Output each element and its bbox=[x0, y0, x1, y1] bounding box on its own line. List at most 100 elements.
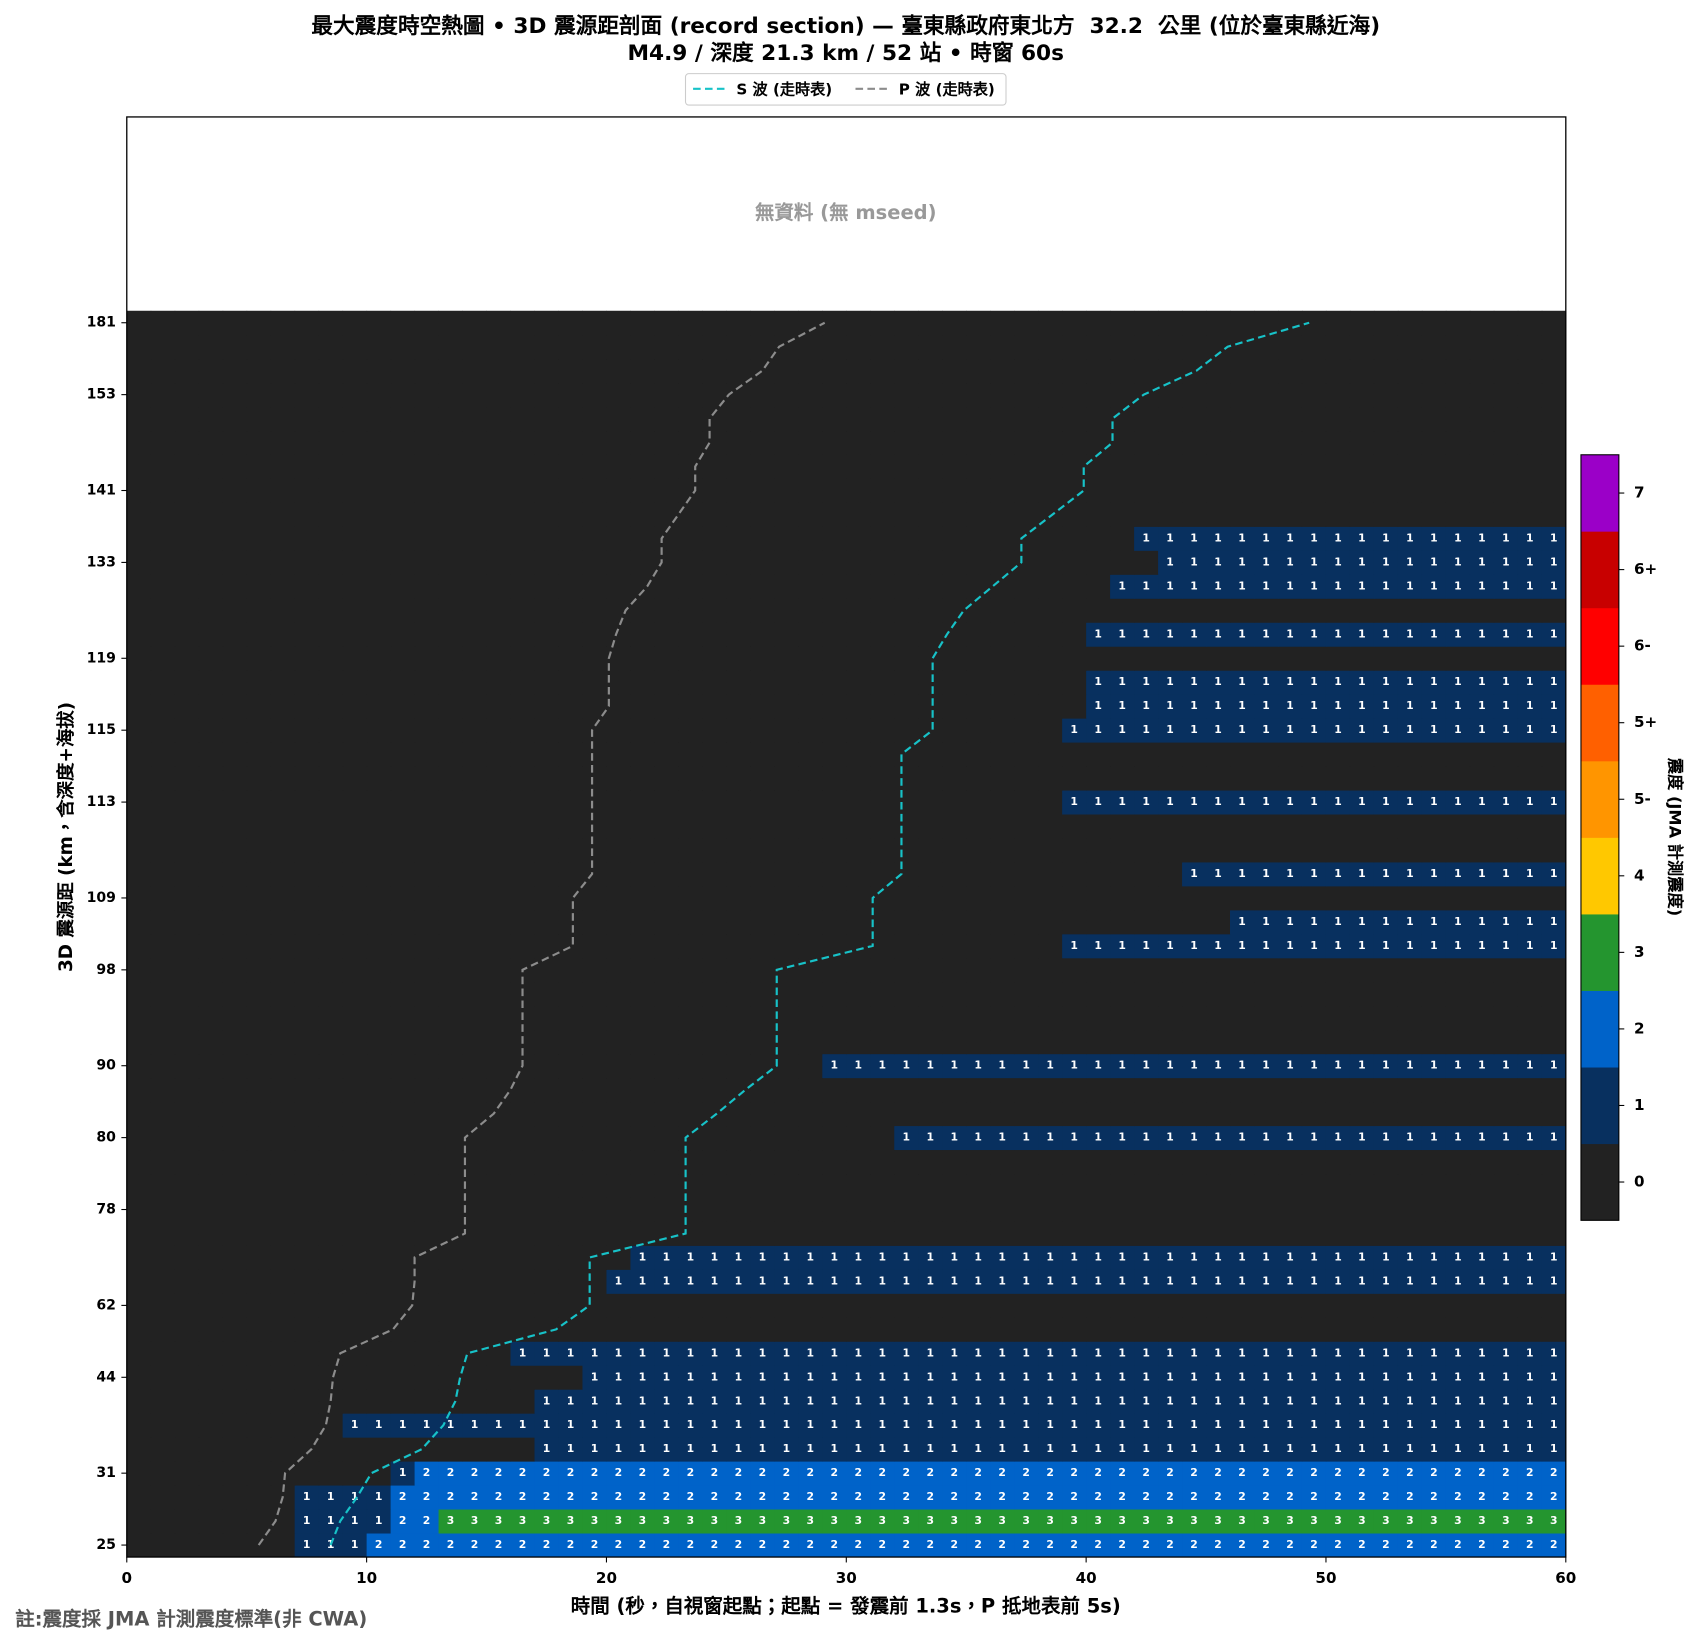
heat-cell bbox=[1014, 981, 1039, 1007]
heat-cell bbox=[1254, 1101, 1279, 1127]
heat-cell bbox=[1134, 1005, 1159, 1031]
heat-cell bbox=[726, 838, 751, 863]
heat-cell bbox=[1493, 766, 1519, 791]
heat-cell bbox=[246, 862, 272, 887]
heat-cell bbox=[558, 957, 583, 983]
heat-cell bbox=[990, 838, 1015, 863]
heat-cell bbox=[486, 981, 511, 1007]
cell-label: 1 bbox=[1118, 579, 1126, 592]
cell-label: 1 bbox=[1166, 1442, 1174, 1455]
heat-cell bbox=[750, 1221, 775, 1246]
y-tick-label: 80 bbox=[96, 1130, 116, 1146]
colorbar-frame bbox=[1580, 454, 1620, 1221]
heat-cell bbox=[702, 814, 727, 839]
cell-label: 1 bbox=[855, 1250, 863, 1263]
heat-cell bbox=[1110, 1461, 1135, 1486]
heat-cell bbox=[1062, 1437, 1087, 1462]
heat-cell bbox=[750, 550, 775, 575]
heat-cell bbox=[1421, 838, 1447, 863]
heat-cell bbox=[750, 430, 775, 455]
heat-cell bbox=[1349, 766, 1375, 791]
heat-cell bbox=[1230, 310, 1255, 336]
heat-cell bbox=[342, 1245, 368, 1270]
heat-cell bbox=[822, 646, 847, 671]
heat-cell bbox=[1421, 1125, 1447, 1151]
heat-cell bbox=[1421, 670, 1447, 695]
heat-cell bbox=[1230, 1413, 1255, 1438]
heat-cell bbox=[1397, 1269, 1423, 1294]
cell-label: 2 bbox=[399, 1490, 407, 1503]
heat-cell bbox=[174, 1149, 200, 1175]
heat-cell bbox=[1349, 526, 1375, 551]
heat-cell bbox=[822, 885, 847, 911]
heat-cell bbox=[534, 406, 559, 432]
heat-cell bbox=[1373, 1269, 1399, 1294]
cell-label: 1 bbox=[1406, 867, 1414, 880]
heat-cell bbox=[366, 1125, 392, 1151]
cell-label: 1 bbox=[1214, 1274, 1222, 1287]
cell-label: 1 bbox=[1454, 1394, 1462, 1407]
heat-cell bbox=[582, 814, 607, 839]
heat-cell bbox=[1445, 550, 1471, 575]
heat-cell bbox=[510, 1533, 535, 1558]
cell-label: 1 bbox=[1046, 1131, 1054, 1144]
heat-cell bbox=[1301, 406, 1327, 432]
cell-label: 2 bbox=[687, 1490, 695, 1503]
cell-label: 1 bbox=[1454, 579, 1462, 592]
heat-cell bbox=[1254, 502, 1279, 527]
heat-cell bbox=[1062, 1461, 1087, 1486]
heat-cell bbox=[270, 885, 296, 911]
heat-cell bbox=[1349, 310, 1375, 336]
heat-cell bbox=[534, 814, 559, 839]
heat-cell bbox=[702, 406, 727, 432]
heat-cell bbox=[1349, 1509, 1375, 1534]
heat-cell bbox=[510, 885, 535, 911]
heat-cell bbox=[1301, 838, 1327, 863]
heat-cell bbox=[846, 334, 871, 360]
heat-cell bbox=[1349, 694, 1375, 719]
heat-cell bbox=[1062, 1053, 1087, 1079]
heat-cell bbox=[270, 430, 296, 455]
cell-label: 1 bbox=[1358, 1131, 1366, 1144]
heat-cell bbox=[1349, 1029, 1375, 1055]
cell-label: 3 bbox=[1238, 1514, 1246, 1527]
heat-cell bbox=[1230, 1437, 1255, 1462]
cell-label: 1 bbox=[1478, 555, 1486, 568]
cell-label: 1 bbox=[1454, 795, 1462, 808]
cell-label: 1 bbox=[1358, 555, 1366, 568]
cell-label: 1 bbox=[1358, 1250, 1366, 1263]
heat-cell bbox=[150, 814, 176, 839]
cell-label: 1 bbox=[711, 1274, 719, 1287]
heat-cell bbox=[558, 622, 583, 647]
heat-cell bbox=[1397, 1485, 1423, 1510]
heat-cell bbox=[1254, 1197, 1279, 1222]
heat-cell bbox=[294, 814, 320, 839]
cell-label: 3 bbox=[1142, 1514, 1150, 1527]
heat-cell bbox=[1182, 526, 1207, 551]
heat-cell bbox=[1230, 1173, 1255, 1198]
cell-label: 1 bbox=[1478, 723, 1486, 736]
heat-cell bbox=[1445, 646, 1471, 671]
heat-cell bbox=[1421, 1533, 1447, 1558]
cell-label: 1 bbox=[495, 1418, 503, 1431]
heat-cell bbox=[1062, 358, 1087, 384]
heat-cell bbox=[870, 1485, 895, 1510]
heat-cell bbox=[1349, 502, 1375, 527]
heat-cell bbox=[294, 1485, 320, 1510]
heat-cell bbox=[366, 1149, 392, 1175]
cell-label: 2 bbox=[1070, 1490, 1078, 1503]
heat-cell bbox=[174, 1533, 200, 1558]
x-tick-label: 50 bbox=[1315, 1569, 1336, 1587]
heat-cell bbox=[702, 766, 727, 791]
heat-cell bbox=[534, 742, 559, 767]
heat-cell bbox=[750, 1245, 775, 1270]
heat-cell bbox=[702, 862, 727, 887]
heat-cell bbox=[1206, 1389, 1231, 1414]
heat-cell bbox=[1445, 1413, 1471, 1438]
heat-cell bbox=[222, 1029, 248, 1055]
heat-cell bbox=[414, 1053, 440, 1079]
heat-cell bbox=[990, 1461, 1015, 1486]
heat-cell bbox=[1445, 1533, 1471, 1558]
heat-cell bbox=[942, 1221, 967, 1246]
heat-cell bbox=[582, 334, 607, 360]
